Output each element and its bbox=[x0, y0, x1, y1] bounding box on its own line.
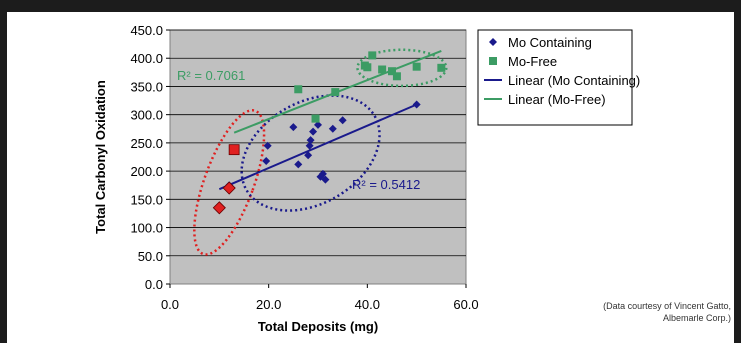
legend-label-mo-free: Mo-Free bbox=[508, 54, 557, 69]
x-tick-label: 20.0 bbox=[256, 297, 281, 312]
x-tick-labels: 0.0 20.0 40.0 60.0 bbox=[161, 297, 479, 312]
r2-label-mo-containing: R² = 0.5412 bbox=[352, 177, 420, 192]
data-point-square bbox=[412, 62, 421, 71]
trendline bbox=[218, 103, 418, 191]
left-border-bar bbox=[0, 0, 7, 343]
data-point-square bbox=[311, 114, 320, 123]
x-tick-label: 40.0 bbox=[355, 297, 380, 312]
data-credit: (Data courtesy of Vincent Gatto, Albemar… bbox=[603, 300, 731, 324]
data-point-diamond bbox=[318, 169, 327, 178]
x-tick-label: 60.0 bbox=[453, 297, 478, 312]
highlighted-points bbox=[212, 144, 240, 215]
data-point-diamond bbox=[294, 160, 303, 169]
highlight-ellipses bbox=[193, 48, 448, 256]
data-point-diamond bbox=[263, 141, 272, 150]
highlighted-point-diamond bbox=[222, 181, 236, 195]
data-point-diamond bbox=[328, 124, 337, 133]
y-tick-label: 350.0 bbox=[130, 79, 163, 94]
legend-label-linear-mo-free: Linear (Mo-Free) bbox=[508, 92, 606, 107]
y-tick-label: 300.0 bbox=[130, 108, 163, 123]
y-tick-label: 400.0 bbox=[130, 51, 163, 66]
legend-label-linear-mo-containing: Linear (Mo Containing) bbox=[508, 73, 640, 88]
top-border-bar bbox=[0, 0, 741, 12]
credit-line-2: Albemarle Corp.) bbox=[662, 313, 731, 323]
y-tick-label: 150.0 bbox=[130, 192, 163, 207]
y-tick-labels: 0.0 50.0 100.0 150.0 200.0 250.0 300.0 350.0 400… bbox=[130, 23, 163, 292]
plot-area bbox=[169, 29, 467, 285]
data-point-square bbox=[392, 72, 401, 81]
highlighted-point-diamond bbox=[212, 201, 226, 215]
ellipse-green bbox=[356, 48, 448, 88]
ellipse-red bbox=[193, 109, 266, 256]
data-point-square bbox=[294, 85, 303, 94]
data-point-diamond bbox=[306, 136, 315, 145]
y-tick-label: 200.0 bbox=[130, 164, 163, 179]
data-point-square bbox=[368, 51, 377, 60]
data-point-square bbox=[331, 88, 340, 97]
r2-label-mo-free: R² = 0.7061 bbox=[177, 68, 245, 83]
data-point-diamond bbox=[289, 123, 298, 132]
ellipse-blue bbox=[240, 94, 381, 212]
data-point-square bbox=[378, 65, 387, 74]
data-point-diamond bbox=[309, 127, 318, 136]
y-tick-label: 50.0 bbox=[138, 249, 163, 264]
data-point-square bbox=[363, 63, 372, 72]
data-point-diamond bbox=[321, 175, 330, 184]
y-axis-label: Total Carbonyl Oxidation bbox=[93, 80, 108, 234]
legend-marker-mo-free bbox=[489, 57, 497, 65]
y-tick-label: 100.0 bbox=[130, 221, 163, 236]
x-axis-label: Total Deposits (mg) bbox=[258, 319, 378, 334]
data-point-square bbox=[388, 67, 396, 76]
y-tick-label: 250.0 bbox=[130, 136, 163, 151]
data-point-diamond bbox=[305, 141, 314, 150]
right-border-bar bbox=[734, 0, 741, 343]
data-points bbox=[225, 51, 446, 190]
credit-line-1: (Data courtesy of Vincent Gatto, bbox=[603, 301, 731, 311]
highlighted-point-square bbox=[228, 144, 240, 156]
legend: Mo Containing Mo-Free Linear (Mo Contain… bbox=[477, 29, 640, 126]
y-tick-label: 450.0 bbox=[130, 23, 163, 38]
data-point-diamond bbox=[338, 116, 347, 125]
data-point-diamond bbox=[304, 151, 313, 160]
x-tick-label: 0.0 bbox=[161, 297, 179, 312]
data-point-diamond bbox=[412, 100, 421, 109]
data-point-square bbox=[437, 63, 446, 72]
y-tick-label: 0.0 bbox=[145, 277, 163, 292]
legend-marker-mo-containing bbox=[489, 38, 497, 46]
legend-box bbox=[477, 29, 633, 126]
legend-label-mo-containing: Mo Containing bbox=[508, 35, 592, 50]
data-point-diamond bbox=[262, 156, 271, 165]
data-point-diamond bbox=[314, 120, 322, 129]
